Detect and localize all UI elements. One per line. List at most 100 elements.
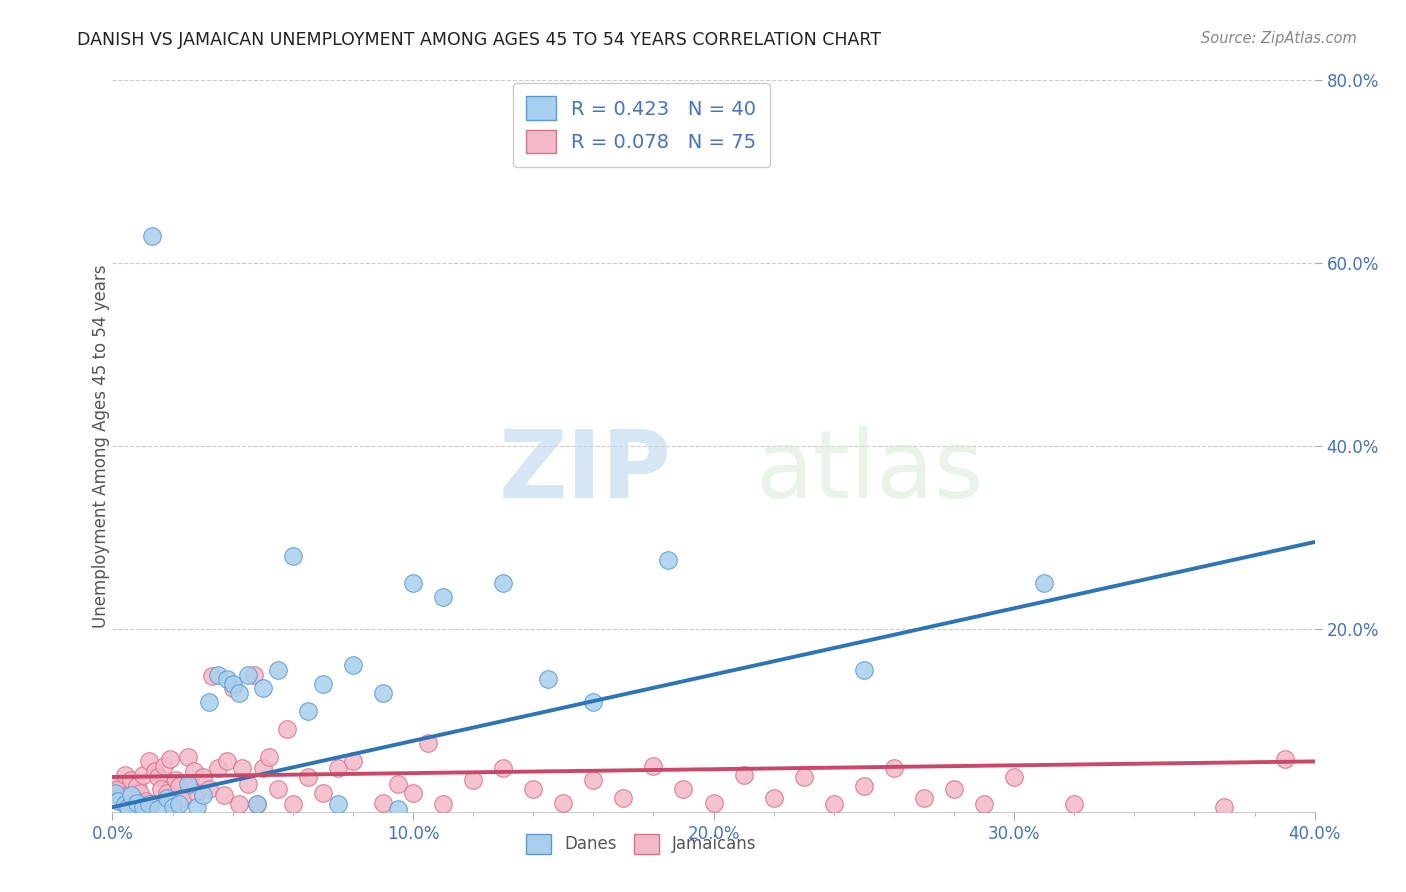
Point bbox=[191, 770, 214, 784]
Point bbox=[141, 228, 163, 243]
Point bbox=[236, 667, 259, 681]
Point bbox=[186, 800, 208, 814]
Point bbox=[186, 787, 208, 801]
Point bbox=[146, 770, 169, 784]
Point bbox=[215, 672, 238, 686]
Point bbox=[176, 749, 198, 764]
Point bbox=[131, 768, 153, 782]
Text: atlas: atlas bbox=[755, 425, 984, 517]
Point bbox=[222, 676, 245, 690]
Point bbox=[402, 787, 425, 801]
Point bbox=[387, 802, 409, 816]
Point bbox=[1033, 576, 1056, 591]
Point bbox=[159, 752, 181, 766]
Point bbox=[242, 667, 264, 681]
Text: ZIP: ZIP bbox=[499, 425, 672, 517]
Y-axis label: Unemployment Among Ages 45 to 54 years: Unemployment Among Ages 45 to 54 years bbox=[93, 264, 110, 628]
Point bbox=[107, 794, 129, 808]
Point bbox=[228, 797, 250, 812]
Point bbox=[342, 658, 364, 673]
Point bbox=[672, 781, 695, 796]
Point bbox=[371, 796, 394, 810]
Point bbox=[492, 576, 515, 591]
Point bbox=[387, 777, 409, 791]
Point bbox=[135, 794, 157, 808]
Point bbox=[131, 800, 153, 814]
Point bbox=[107, 781, 129, 796]
Point bbox=[582, 772, 605, 787]
Point bbox=[312, 787, 335, 801]
Point bbox=[117, 800, 139, 814]
Point bbox=[252, 681, 274, 696]
Point bbox=[207, 761, 229, 775]
Point bbox=[612, 791, 634, 805]
Point bbox=[146, 802, 169, 816]
Point bbox=[703, 796, 725, 810]
Point bbox=[155, 787, 177, 801]
Point bbox=[155, 791, 177, 805]
Point bbox=[104, 787, 127, 801]
Point bbox=[165, 772, 187, 787]
Point bbox=[201, 669, 224, 683]
Point bbox=[114, 768, 136, 782]
Point bbox=[823, 797, 845, 812]
Point bbox=[312, 676, 335, 690]
Point bbox=[152, 759, 174, 773]
Point bbox=[416, 736, 439, 750]
Point bbox=[117, 789, 139, 803]
Point bbox=[246, 797, 269, 812]
Point bbox=[257, 749, 280, 764]
Point bbox=[326, 761, 349, 775]
Point bbox=[733, 768, 755, 782]
Point bbox=[1063, 797, 1085, 812]
Point bbox=[180, 777, 202, 791]
Point bbox=[252, 761, 274, 775]
Point bbox=[228, 686, 250, 700]
Point bbox=[326, 797, 349, 812]
Point bbox=[1213, 800, 1236, 814]
Point bbox=[162, 796, 184, 810]
Point bbox=[643, 759, 665, 773]
Legend: Danes, Jamaicans: Danes, Jamaicans bbox=[515, 822, 768, 865]
Point bbox=[1274, 752, 1296, 766]
Point bbox=[973, 797, 995, 812]
Point bbox=[215, 755, 238, 769]
Point bbox=[492, 761, 515, 775]
Point bbox=[191, 789, 214, 803]
Point bbox=[120, 789, 142, 803]
Point bbox=[432, 797, 454, 812]
Point bbox=[762, 791, 785, 805]
Point bbox=[342, 755, 364, 769]
Point bbox=[183, 764, 205, 778]
Point bbox=[297, 704, 319, 718]
Point bbox=[170, 791, 193, 805]
Point bbox=[125, 796, 148, 810]
Point bbox=[114, 797, 136, 812]
Point bbox=[104, 777, 127, 791]
Point bbox=[371, 686, 394, 700]
Point bbox=[122, 797, 145, 812]
Point bbox=[852, 779, 875, 793]
Point bbox=[197, 695, 219, 709]
Point bbox=[236, 777, 259, 791]
Point bbox=[461, 772, 484, 787]
Point bbox=[267, 781, 290, 796]
Point bbox=[143, 764, 166, 778]
Point bbox=[582, 695, 605, 709]
Point bbox=[402, 576, 425, 591]
Point bbox=[231, 761, 253, 775]
Point bbox=[281, 549, 304, 563]
Point bbox=[852, 663, 875, 677]
Point bbox=[120, 772, 142, 787]
Point bbox=[222, 681, 245, 696]
Point bbox=[149, 781, 172, 796]
Point bbox=[267, 663, 290, 677]
Point bbox=[793, 770, 815, 784]
Point bbox=[883, 761, 905, 775]
Point bbox=[246, 797, 269, 812]
Point bbox=[1002, 770, 1025, 784]
Text: Source: ZipAtlas.com: Source: ZipAtlas.com bbox=[1201, 31, 1357, 46]
Point bbox=[212, 789, 235, 803]
Point bbox=[943, 781, 966, 796]
Point bbox=[207, 667, 229, 681]
